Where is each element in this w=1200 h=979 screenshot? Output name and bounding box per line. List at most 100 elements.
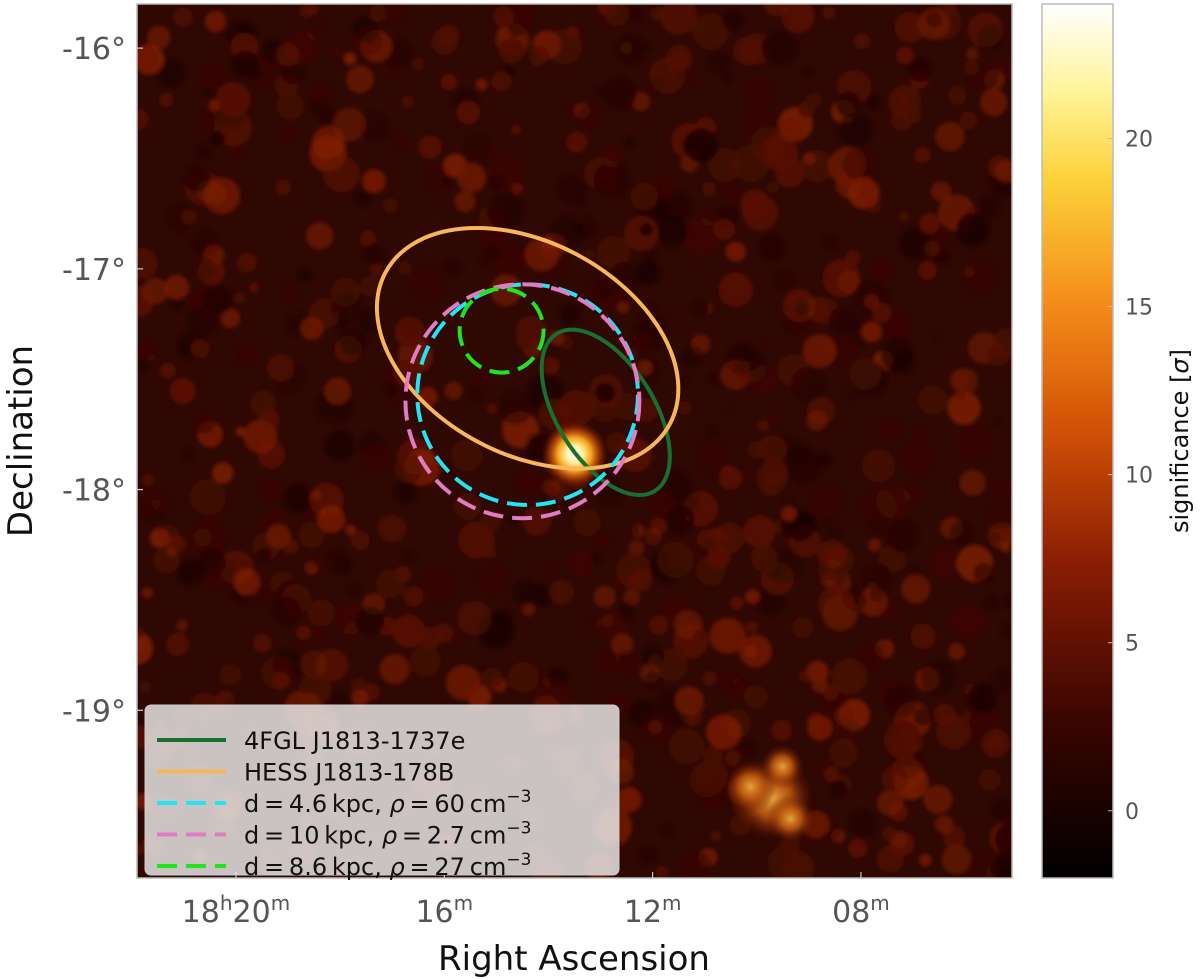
noise-blob (403, 586, 424, 607)
noise-blob (703, 423, 720, 440)
noise-blob (987, 155, 1012, 179)
noise-blob (869, 587, 884, 602)
noise-blob (660, 4, 698, 35)
noise-blob (528, 44, 550, 66)
noise-blob (279, 282, 301, 304)
noise-blob (956, 425, 994, 463)
noise-blob (137, 843, 145, 855)
noise-blob (721, 183, 743, 205)
noise-blob (444, 381, 463, 400)
noise-blob (794, 300, 810, 317)
noise-blob (824, 515, 837, 528)
noise-blob (802, 152, 816, 166)
noise-blob (898, 211, 910, 223)
colorbar-tick-label: 20 (1125, 127, 1153, 152)
noise-blob (596, 608, 628, 641)
noise-blob (980, 88, 1008, 116)
noise-blob (350, 678, 367, 695)
noise-blob (418, 135, 442, 159)
noise-blob (141, 587, 153, 599)
noise-blob (923, 784, 953, 814)
noise-blob (816, 451, 833, 468)
noise-blob (680, 345, 704, 369)
noise-blob (702, 671, 717, 686)
secondary-source-emission (766, 794, 815, 843)
noise-blob (272, 672, 290, 690)
noise-blob (362, 169, 386, 194)
noise-blob (382, 198, 398, 213)
noise-blob (822, 259, 861, 298)
noise-blob (463, 132, 491, 161)
noise-blob (845, 250, 861, 266)
noise-blob (947, 85, 967, 106)
noise-blob (307, 599, 335, 627)
noise-blob (628, 540, 645, 556)
noise-blob (363, 443, 394, 474)
noise-blob (315, 13, 330, 27)
x-axis-label: Right Ascension (438, 939, 710, 979)
noise-blob (329, 46, 341, 58)
noise-blob (949, 521, 974, 546)
noise-blob (871, 302, 892, 323)
noise-blob (311, 555, 324, 568)
noise-blob (665, 551, 684, 570)
noise-blob (771, 719, 793, 742)
noise-blob (688, 698, 705, 715)
noise-blob (157, 58, 186, 88)
noise-blob (1000, 541, 1012, 554)
noise-blob (158, 92, 174, 108)
noise-blob (759, 475, 781, 497)
noise-blob (181, 448, 195, 462)
noise-blob (331, 291, 364, 325)
noise-blob (707, 545, 731, 569)
noise-blob (219, 663, 242, 686)
noise-blob (359, 111, 391, 143)
noise-blob (489, 173, 506, 191)
noise-blob (731, 144, 770, 183)
noise-blob (641, 645, 665, 669)
noise-blob (193, 412, 216, 434)
noise-blob (443, 258, 463, 278)
noise-blob (966, 47, 979, 60)
noise-blob (848, 839, 868, 858)
noise-blob (173, 7, 193, 27)
noise-blob (392, 614, 426, 648)
noise-blob (311, 82, 334, 105)
noise-blob (994, 821, 1012, 857)
noise-blob (147, 354, 159, 365)
noise-blob (194, 142, 214, 162)
noise-blob (648, 615, 669, 635)
noise-blob (374, 4, 408, 25)
noise-blob (966, 58, 999, 91)
noise-blob (759, 140, 782, 163)
noise-blob (927, 545, 961, 579)
noise-blob (493, 243, 530, 280)
x-tick-label: 16m (415, 891, 473, 930)
noise-blob (818, 585, 855, 622)
noise-blob (879, 417, 903, 441)
noise-blob (991, 479, 1012, 505)
noise-blob (358, 309, 381, 333)
noise-blob (758, 337, 769, 348)
noise-blob (746, 620, 758, 633)
y-tick-label: -17° (62, 253, 126, 288)
noise-blob (960, 710, 972, 722)
noise-blob (189, 520, 227, 558)
noise-blob (742, 108, 777, 143)
noise-blob (558, 390, 595, 426)
noise-blob (137, 486, 161, 518)
noise-blob (596, 235, 631, 270)
legend-entry-label: d = 8.6 kpc, ρ = 27 cm−3 (244, 850, 531, 881)
noise-blob (918, 261, 937, 280)
noise-blob (169, 378, 196, 405)
noise-blob (666, 476, 690, 500)
noise-blob (950, 604, 987, 640)
noise-blob (888, 731, 917, 760)
noise-blob (347, 582, 362, 597)
noise-blob (203, 177, 241, 215)
noise-blob (176, 619, 189, 632)
noise-blob (343, 52, 357, 66)
noise-blob (216, 82, 251, 117)
noise-blob (742, 194, 779, 231)
noise-blob (741, 469, 752, 481)
